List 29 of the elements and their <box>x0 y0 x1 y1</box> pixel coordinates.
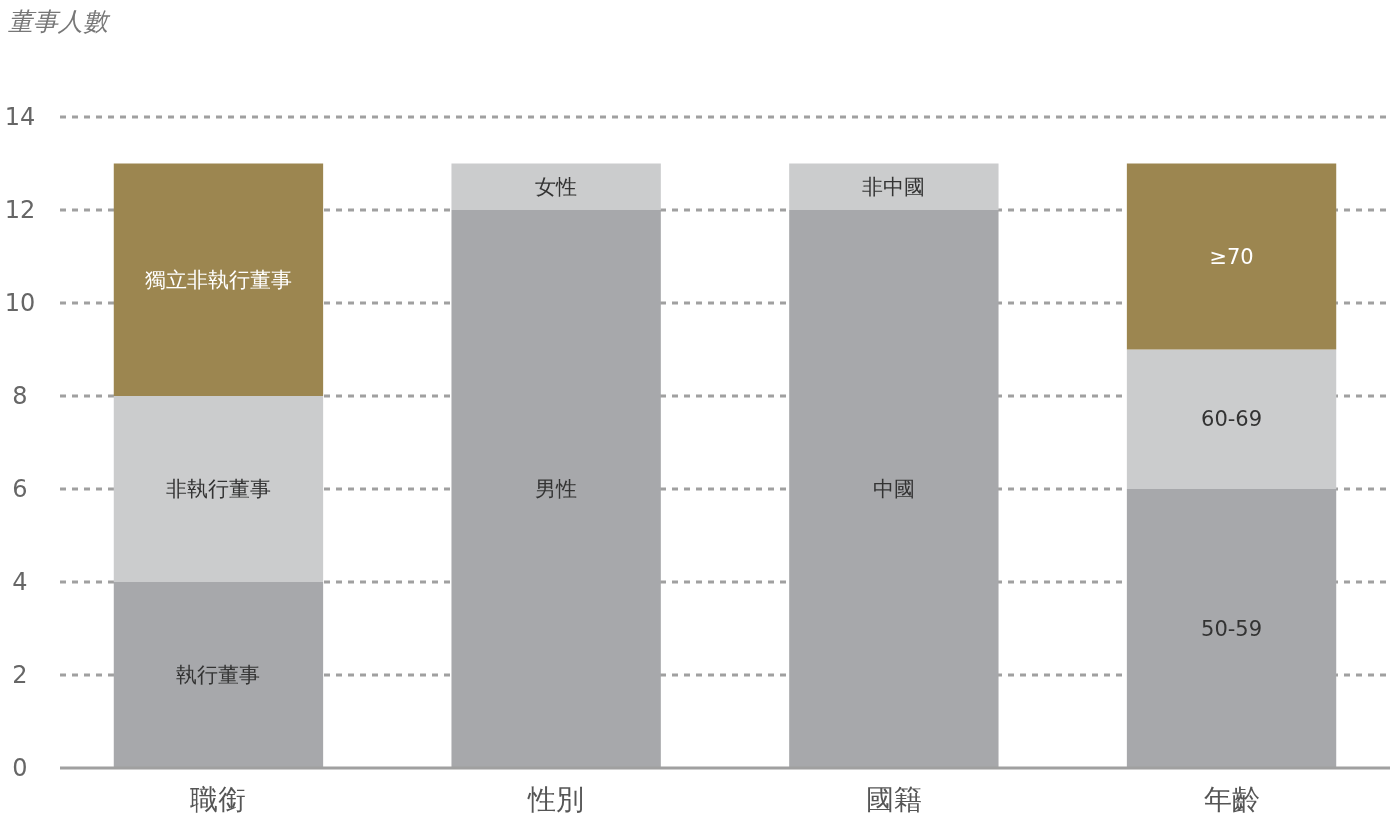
data-label: 執行董事 <box>176 663 261 687</box>
data-label: 50-59 <box>1201 616 1263 641</box>
y-tick-label: 4 <box>12 568 28 596</box>
y-axis-title: 董事人數 <box>8 7 111 36</box>
data-label: 非執行董事 <box>165 477 271 501</box>
data-label: 中國 <box>872 477 915 501</box>
y-tick-label: 12 <box>4 196 36 224</box>
x-tick-label: 性別 <box>527 783 585 816</box>
bar <box>789 163 999 210</box>
data-label: 獨立非執行董事 <box>144 267 292 292</box>
y-tick-label: 14 <box>4 103 36 131</box>
y-tick-label: 2 <box>12 661 28 689</box>
x-tick-label: 年齡 <box>1203 783 1260 816</box>
x-tick-label: 國籍 <box>865 783 922 816</box>
data-label: 60-69 <box>1201 407 1263 432</box>
bar <box>113 163 324 396</box>
bar <box>113 396 324 582</box>
bar <box>1126 163 1337 350</box>
x-tick-label: 職銜 <box>190 783 247 816</box>
data-label: 女性 <box>535 174 578 199</box>
y-tick-label: 10 <box>4 289 36 317</box>
data-label: 男性 <box>535 477 578 501</box>
data-label: ≥70 <box>1209 244 1254 269</box>
bar <box>1126 349 1337 489</box>
y-tick-label: 0 <box>12 754 28 782</box>
y-tick-label: 8 <box>12 382 28 410</box>
bar <box>451 163 661 210</box>
data-label: 非中國 <box>862 174 926 199</box>
y-tick-label: 6 <box>12 475 28 503</box>
